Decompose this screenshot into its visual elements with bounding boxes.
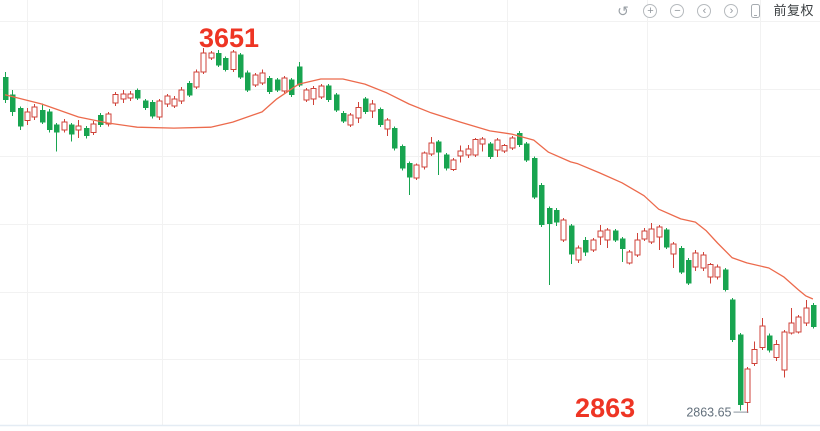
pan-left-icon[interactable]: ‹ <box>697 4 712 18</box>
svg-text:2863.65: 2863.65 <box>686 406 731 420</box>
ma-line <box>4 78 814 300</box>
low-price-marker: 2863.65 <box>686 406 749 420</box>
price-adjustment-toggle[interactable]: 前复权 <box>773 3 814 18</box>
undo-icon[interactable]: ↺ <box>615 2 631 19</box>
zoom-in-icon[interactable]: + <box>643 4 658 18</box>
mobile-icon[interactable] <box>751 4 761 18</box>
pan-right-icon[interactable]: › <box>724 4 739 18</box>
zoom-out-icon[interactable]: − <box>670 4 685 18</box>
peak-price-label: 3651 <box>199 23 259 53</box>
chart-toolbar: ↺ + − ‹ › 前复权 <box>615 3 814 19</box>
trough-price-label: 2863 <box>575 393 635 423</box>
candlestick-series <box>2 47 817 414</box>
